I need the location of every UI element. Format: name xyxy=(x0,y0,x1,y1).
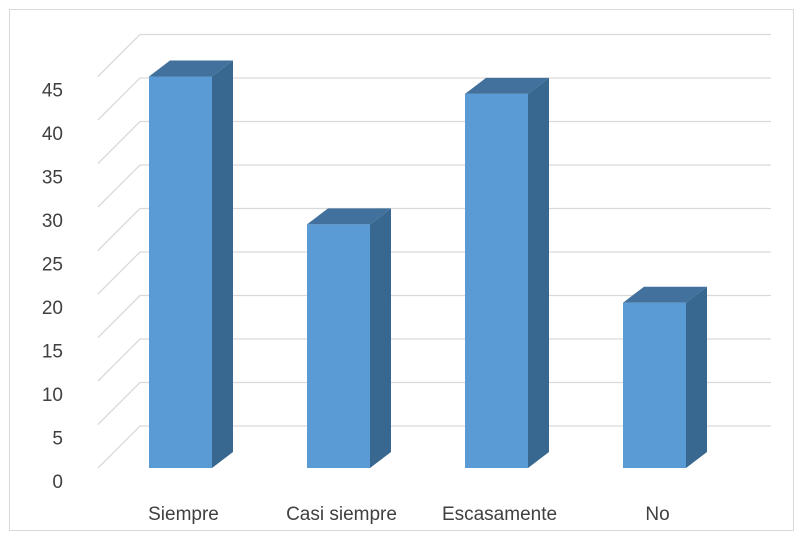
y-tick-label: 15 xyxy=(42,342,63,363)
gridline xyxy=(97,294,771,338)
y-tick-label: 5 xyxy=(52,429,63,450)
x-tick-label: Siempre xyxy=(148,504,219,525)
x-tick-label: Escasamente xyxy=(442,504,557,525)
bar-front xyxy=(465,93,528,469)
bar-side xyxy=(528,77,549,469)
bar-front xyxy=(149,76,212,468)
y-tick-label: 10 xyxy=(42,385,63,406)
y-tick-label: 25 xyxy=(42,255,63,276)
bar-top xyxy=(149,60,233,77)
bar-no xyxy=(623,286,707,468)
gridline xyxy=(97,207,771,251)
x-axis-tick-labels: Siempre Casi siempre Escasamente No xyxy=(148,504,670,525)
y-tick-label: 40 xyxy=(42,124,63,145)
bar-front xyxy=(307,224,370,468)
gridline xyxy=(97,120,771,164)
gridline xyxy=(97,251,771,295)
x-tick-label: Casi siempre xyxy=(286,504,397,525)
bars xyxy=(149,60,707,469)
gridline xyxy=(97,381,771,425)
gridline xyxy=(97,33,771,77)
y-axis-tick-labels: 0 5 10 15 20 25 30 35 40 45 xyxy=(42,81,63,494)
gridline xyxy=(97,77,771,121)
bar-side xyxy=(370,208,391,468)
y-tick-label: 45 xyxy=(42,81,63,102)
bar-front xyxy=(623,302,686,468)
bar-casi-siempre xyxy=(307,208,391,468)
gridlines xyxy=(97,33,771,469)
bar-siempre xyxy=(149,60,233,468)
gridline xyxy=(97,425,771,469)
bar-side xyxy=(212,60,233,468)
x-tick-label: No xyxy=(645,504,669,525)
bar-top xyxy=(623,286,707,303)
bar-top xyxy=(307,208,391,225)
bar-top xyxy=(465,77,549,94)
y-tick-label: 20 xyxy=(42,298,63,319)
bar-side xyxy=(686,286,707,468)
y-tick-label: 35 xyxy=(42,168,63,189)
bar-escasamente xyxy=(465,77,549,469)
gridline xyxy=(97,338,771,382)
gridline xyxy=(97,164,771,208)
y-tick-label: 30 xyxy=(42,211,63,232)
y-tick-label: 0 xyxy=(52,472,63,493)
